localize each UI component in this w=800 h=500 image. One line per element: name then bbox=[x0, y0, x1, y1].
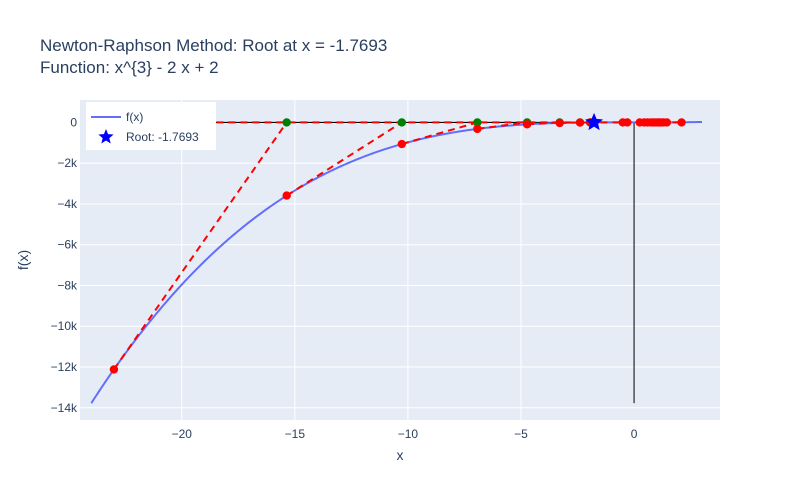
y-tick-label: −10k bbox=[51, 319, 78, 333]
grid-lines bbox=[80, 100, 720, 420]
chart-title-line-2: Function: x^{3} - 2 x + 2 bbox=[40, 58, 219, 77]
tangent-line bbox=[113, 121, 288, 371]
y-tick-label: 0 bbox=[70, 115, 77, 129]
iterate-point bbox=[397, 139, 407, 149]
iterate-point bbox=[575, 118, 585, 127]
zero-crossing-point bbox=[282, 118, 291, 127]
iterate-point bbox=[677, 118, 686, 127]
legend-star-icon bbox=[98, 129, 114, 144]
y-tick-label: −2k bbox=[57, 156, 78, 170]
points-layer bbox=[109, 112, 686, 374]
zero-crossing-point bbox=[473, 118, 482, 127]
iterate-point bbox=[522, 120, 532, 129]
x-tick-label: −15 bbox=[285, 427, 306, 441]
legend[interactable]: f(x) Root: -1.7693 bbox=[86, 102, 216, 150]
iterate-point bbox=[555, 118, 564, 128]
y-tick-label: −4k bbox=[57, 197, 78, 211]
x-tick-label: 0 bbox=[631, 427, 638, 441]
tangent-line bbox=[401, 121, 478, 146]
x-tick-label: −20 bbox=[172, 427, 193, 441]
y-tick-label: −14k bbox=[51, 401, 78, 415]
y-tick-label: −12k bbox=[51, 360, 78, 374]
y-axis-title: f(x) bbox=[15, 250, 31, 270]
chart-title-line-1: Newton-Raphson Method: Root at x = -1.76… bbox=[40, 36, 387, 55]
iterate-point bbox=[109, 365, 119, 374]
iterate-point bbox=[662, 118, 672, 127]
legend-label-root: Root: -1.7693 bbox=[126, 130, 199, 144]
tangent-line bbox=[477, 121, 528, 130]
iterate-point bbox=[623, 118, 632, 127]
y-tick-label: −8k bbox=[57, 278, 78, 292]
iterate-point bbox=[473, 124, 482, 134]
legend-label-function: f(x) bbox=[126, 110, 143, 124]
root-star-marker bbox=[584, 112, 604, 131]
iterate-point bbox=[282, 191, 291, 200]
zero-crossing-point bbox=[397, 118, 407, 127]
y-tick-label: −6k bbox=[57, 238, 78, 252]
legend-box bbox=[86, 102, 216, 150]
plot-content bbox=[90, 112, 702, 404]
axis-ticks: −20 −15 −10 −5 0 0 −2k −4k −6k −8k −10k −12k −14k bbox=[51, 115, 638, 441]
x-tick-label: −5 bbox=[514, 427, 528, 441]
tangent-line bbox=[286, 121, 403, 197]
x-tick-label: −10 bbox=[398, 427, 419, 441]
x-axis-title: x bbox=[397, 447, 404, 463]
function-curve bbox=[90, 120, 702, 404]
